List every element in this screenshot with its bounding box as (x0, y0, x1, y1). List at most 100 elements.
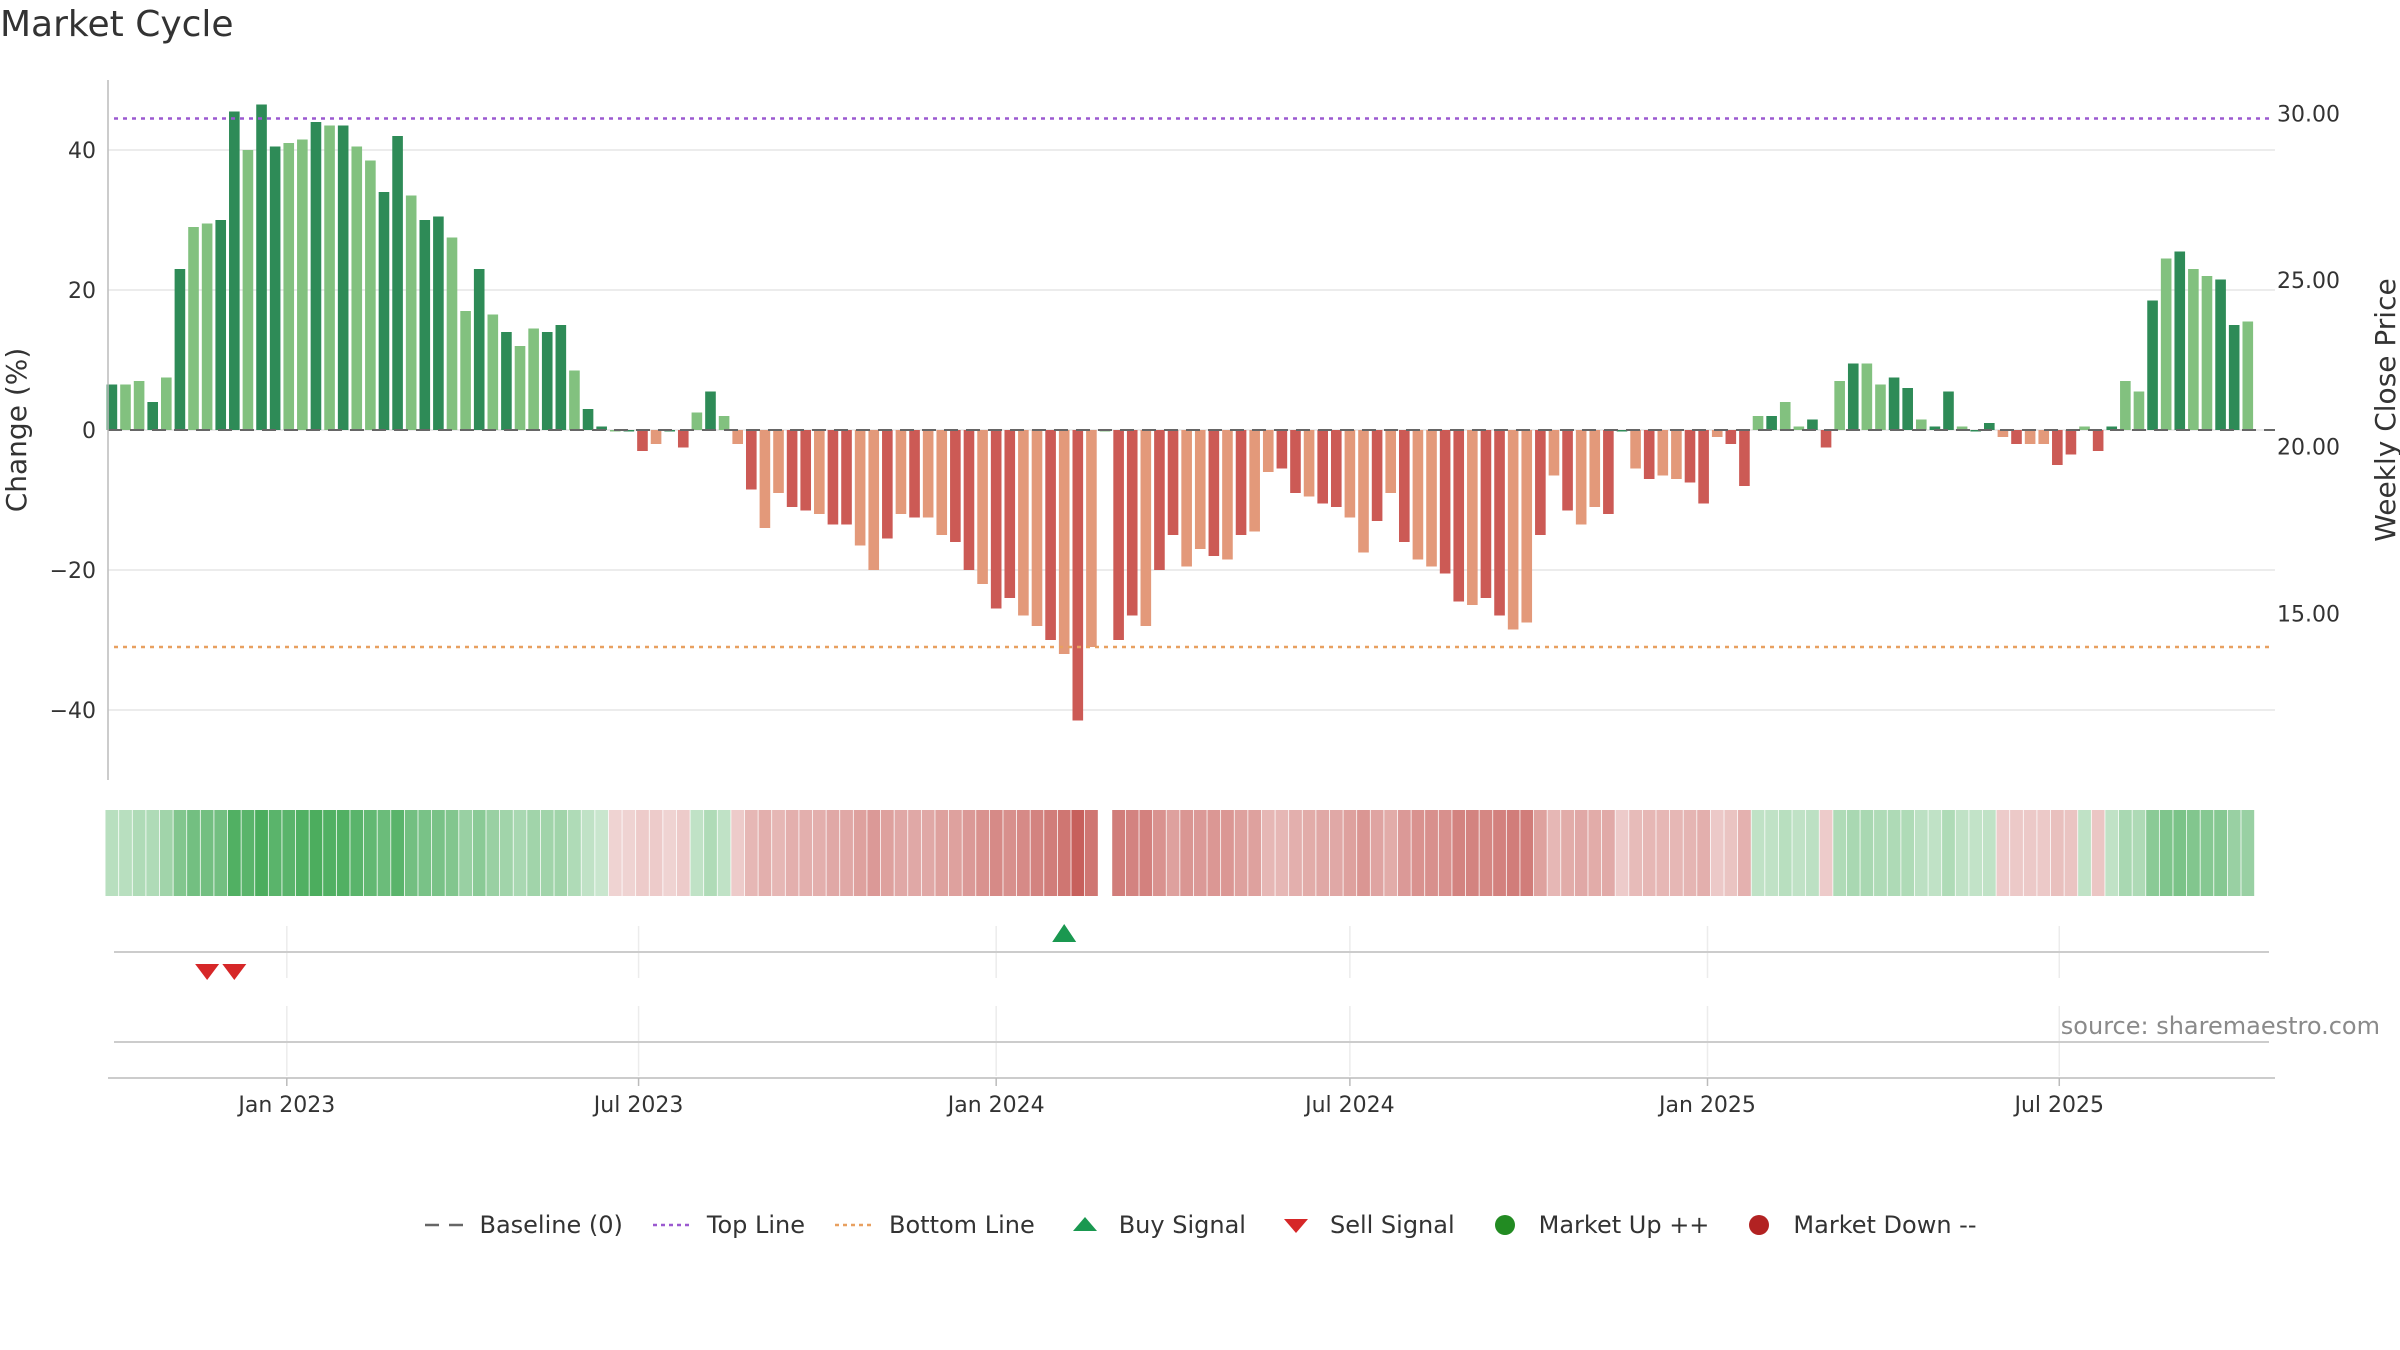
regime-cell (1275, 810, 1289, 896)
regime-cell (1261, 810, 1275, 896)
change-bar (841, 430, 852, 525)
regime-cell (295, 810, 309, 896)
change-bar (650, 430, 662, 444)
change-bar (1752, 416, 1764, 430)
regime-cell (1125, 810, 1139, 896)
regime-cell (2186, 810, 2200, 896)
change-bar (1072, 430, 1084, 721)
legend-label: Buy Signal (1118, 1211, 1246, 1239)
regime-cell (513, 810, 527, 896)
change-bar (705, 391, 716, 430)
regime-cell (404, 810, 418, 896)
regime-cell (1683, 810, 1697, 896)
x-tick-label: Jul 2025 (2013, 1093, 2105, 1118)
change-bar (541, 332, 553, 430)
regime-cell (785, 810, 799, 896)
change-bar (460, 311, 471, 430)
regime-cell (772, 810, 785, 896)
change-bar (188, 227, 199, 430)
regime-cell (1833, 810, 1847, 896)
change-bar (745, 430, 757, 490)
source-note: source: sharemaestro.com (2060, 1012, 2380, 1040)
regime-cell (853, 810, 867, 896)
regime-cell (1316, 810, 1330, 896)
change-bar (1875, 384, 1886, 430)
regime-cell (1044, 810, 1058, 896)
regime-cell (132, 810, 146, 896)
change-bar (1371, 430, 1383, 521)
change-bar (1929, 426, 1941, 430)
change-bar (120, 384, 131, 430)
regime-cell (1887, 810, 1901, 896)
change-bar (1167, 430, 1179, 535)
regime-cell (731, 810, 745, 896)
regime-cell (1193, 810, 1207, 896)
change-bar (1290, 430, 1301, 493)
regime-cell (1996, 810, 2010, 896)
change-bar (1562, 430, 1573, 511)
regime-cell (1425, 810, 1438, 896)
y2-tick-label: 20.00 (2277, 436, 2340, 461)
regime-cell (187, 810, 200, 896)
change-bar (1453, 430, 1465, 602)
change-bar (147, 402, 159, 430)
change-bar (1861, 363, 1873, 430)
change-bar (1004, 430, 1016, 598)
change-bar (269, 146, 281, 430)
change-bar (1779, 402, 1791, 430)
change-bar (1616, 430, 1628, 432)
legend-label: Bottom Line (889, 1211, 1035, 1239)
regime-cell (1738, 810, 1751, 896)
regime-cell (1016, 810, 1030, 896)
regime-cell (1792, 810, 1806, 896)
change-bar (1058, 430, 1070, 654)
change-bar (1603, 430, 1614, 514)
regime-cell (2078, 810, 2091, 896)
legend-item: Buy Signal (1063, 1211, 1246, 1239)
change-bar (487, 314, 499, 430)
regime-cell (119, 810, 132, 896)
change-bar (1317, 430, 1328, 504)
regime-cell (2105, 810, 2119, 896)
regime-cell (1452, 810, 1466, 896)
regime-cell (2146, 810, 2159, 896)
change-bar (1698, 430, 1709, 504)
legend-marker-icon (1072, 1217, 1097, 1231)
regime-cell (2064, 810, 2078, 896)
regime-cell (826, 810, 840, 896)
regime-cell (1778, 810, 1792, 896)
change-bar (1262, 430, 1274, 472)
signal-panel (114, 924, 2269, 980)
regime-cell (1615, 810, 1629, 896)
change-bar (1045, 430, 1056, 640)
change-bar (1630, 430, 1641, 469)
buy-signal-marker (1052, 924, 1077, 942)
regime-cell (812, 810, 826, 896)
x-tick-label: Jan 2025 (1657, 1093, 1756, 1118)
change-bar (2052, 430, 2063, 465)
regime-cell (880, 810, 894, 896)
regime-cell (1057, 810, 1071, 896)
regime-cell (1411, 810, 1425, 896)
regime-cell (1656, 810, 1670, 896)
regime-cell (622, 810, 636, 896)
change-bar (174, 269, 186, 430)
regime-cell (1302, 810, 1316, 896)
change-bar (256, 104, 267, 430)
x-tick-label: Jan 2023 (236, 1093, 335, 1118)
change-bar (909, 430, 920, 518)
regime-cell (323, 810, 336, 896)
legend-label: Market Up ++ (1538, 1211, 1710, 1239)
x-tick-label: Jan 2024 (946, 1093, 1045, 1118)
regime-cell (568, 810, 581, 896)
regime-cell (649, 810, 663, 896)
regime-cell (2214, 810, 2227, 896)
regime-cell (595, 810, 609, 896)
regime-cell (1806, 810, 1819, 896)
y-tick-label: −20 (50, 559, 96, 584)
change-bar (1222, 430, 1233, 560)
regime-cell (282, 810, 296, 896)
regime-cell (159, 810, 173, 896)
change-bar (1208, 430, 1220, 556)
regime-cell (472, 810, 486, 896)
